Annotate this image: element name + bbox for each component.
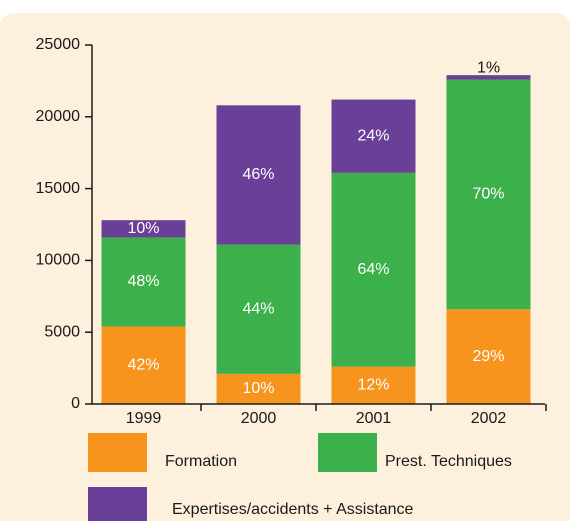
share-label: 64%	[357, 261, 389, 278]
legend-label: Formation	[165, 453, 237, 470]
y-tick-label: 10000	[36, 252, 81, 269]
x-tick-label: 2001	[356, 410, 392, 427]
bar-segment	[216, 244, 301, 374]
bar-segment	[101, 220, 186, 238]
bar-segment	[216, 105, 301, 245]
share-label: 10%	[127, 220, 159, 237]
share-label: 70%	[472, 186, 504, 203]
legend-label: Expertises/accidents + Assistance	[172, 501, 414, 518]
bar-segment	[446, 75, 531, 80]
x-tick-label: 2002	[471, 410, 507, 427]
bar-segment	[101, 326, 186, 404]
y-tick-label: 20000	[36, 108, 81, 125]
bar-segment	[446, 79, 531, 310]
y-tick-label: 0	[71, 395, 80, 412]
legend-swatch	[88, 433, 147, 472]
bar-segment	[331, 172, 416, 367]
share-label: 29%	[472, 348, 504, 365]
bar-segment	[101, 237, 186, 327]
share-label: 1%	[477, 59, 500, 76]
bar-segment	[446, 309, 531, 404]
share-label: 12%	[357, 377, 389, 394]
bar-segment	[216, 373, 301, 404]
share-label: 46%	[242, 166, 274, 183]
bar-segment	[331, 366, 416, 404]
legend-swatch	[318, 433, 377, 472]
share-label: 48%	[127, 273, 159, 290]
share-label: 24%	[357, 127, 389, 144]
legend-label: Prest. Techniques	[385, 453, 512, 470]
y-tick-label: 5000	[44, 323, 80, 340]
bar-segment	[331, 99, 416, 173]
share-label: 44%	[242, 300, 274, 317]
x-tick-label: 1999	[126, 410, 162, 427]
legend-swatch	[88, 487, 147, 521]
y-tick-label: 25000	[36, 36, 81, 53]
x-tick-label: 2000	[241, 410, 277, 427]
share-label: 10%	[242, 380, 274, 397]
share-label: 42%	[127, 356, 159, 373]
y-tick-label: 15000	[36, 180, 81, 197]
